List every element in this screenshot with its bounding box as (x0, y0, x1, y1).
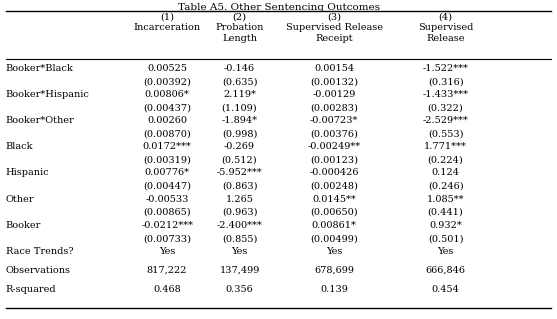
Text: (4)
Supervised
Release: (4) Supervised Release (418, 13, 473, 42)
Text: -1.894*: -1.894* (222, 116, 257, 125)
Text: (0.00376): (0.00376) (310, 130, 358, 138)
Text: Booker*Other: Booker*Other (6, 116, 74, 125)
Text: R-squared: R-squared (6, 285, 56, 294)
Text: Booker: Booker (6, 221, 41, 230)
Text: -1.433***: -1.433*** (423, 90, 468, 99)
Text: 0.0172***: 0.0172*** (143, 142, 192, 151)
Text: (0.512): (0.512) (222, 156, 257, 165)
Text: (0.553): (0.553) (428, 130, 463, 138)
Text: Booker*Black: Booker*Black (6, 64, 74, 73)
Text: 1.771***: 1.771*** (424, 142, 467, 151)
Text: (1)
Incarceration: (1) Incarceration (134, 13, 201, 32)
Text: (0.00650): (0.00650) (310, 208, 358, 217)
Text: (0.00319): (0.00319) (143, 156, 191, 165)
Text: (0.00283): (0.00283) (310, 103, 358, 112)
Text: Table A5. Other Sentencing Outcomes: Table A5. Other Sentencing Outcomes (178, 3, 379, 12)
Text: -0.00249**: -0.00249** (307, 142, 361, 151)
Text: 0.356: 0.356 (226, 285, 253, 294)
Text: (0.322): (0.322) (428, 103, 463, 112)
Text: 0.00861*: 0.00861* (312, 221, 356, 230)
Text: (0.998): (0.998) (222, 130, 257, 138)
Text: (2)
Probation
Length: (2) Probation Length (216, 13, 263, 42)
Text: (0.00132): (0.00132) (310, 77, 358, 86)
Text: -0.00533: -0.00533 (145, 195, 189, 204)
Text: 666,846: 666,846 (426, 266, 466, 275)
Text: -0.0212***: -0.0212*** (141, 221, 193, 230)
Text: -2.400***: -2.400*** (217, 221, 262, 230)
Text: Yes: Yes (326, 247, 343, 256)
Text: 678,699: 678,699 (314, 266, 354, 275)
Text: (0.00248): (0.00248) (310, 182, 358, 191)
Text: Observations: Observations (6, 266, 71, 275)
Text: (0.855): (0.855) (222, 234, 257, 243)
Text: Yes: Yes (159, 247, 175, 256)
Text: 1.085**: 1.085** (427, 195, 465, 204)
Text: 137,499: 137,499 (219, 266, 260, 275)
Text: (0.316): (0.316) (428, 77, 463, 86)
Text: -1.522***: -1.522*** (423, 64, 468, 73)
Text: -5.952***: -5.952*** (217, 168, 262, 177)
Text: Yes: Yes (231, 247, 248, 256)
Text: -0.146: -0.146 (224, 64, 255, 73)
Text: Black: Black (6, 142, 33, 151)
Text: Booker*Hispanic: Booker*Hispanic (6, 90, 90, 99)
Text: (0.963): (0.963) (222, 208, 257, 217)
Text: (1.109): (1.109) (222, 103, 257, 112)
Text: (3)
Supervised Release
Receipt: (3) Supervised Release Receipt (286, 13, 383, 42)
Text: 2.119*: 2.119* (223, 90, 256, 99)
Text: 0.124: 0.124 (432, 168, 460, 177)
Text: 0.00806*: 0.00806* (145, 90, 189, 99)
Text: 0.454: 0.454 (432, 285, 460, 294)
Text: 0.0145**: 0.0145** (312, 195, 356, 204)
Text: (0.00447): (0.00447) (143, 182, 191, 191)
Text: 0.932*: 0.932* (429, 221, 462, 230)
Text: 0.139: 0.139 (320, 285, 348, 294)
Text: (0.00437): (0.00437) (143, 103, 191, 112)
Text: 1.265: 1.265 (226, 195, 253, 204)
Text: -0.00723*: -0.00723* (310, 116, 358, 125)
Text: -2.529***: -2.529*** (423, 116, 468, 125)
Text: (0.00865): (0.00865) (143, 208, 191, 217)
Text: -0.000426: -0.000426 (310, 168, 359, 177)
Text: 0.468: 0.468 (153, 285, 181, 294)
Text: Hispanic: Hispanic (6, 168, 49, 177)
Text: 0.00154: 0.00154 (314, 64, 354, 73)
Text: (0.441): (0.441) (428, 208, 463, 217)
Text: (0.635): (0.635) (222, 77, 257, 86)
Text: (0.00123): (0.00123) (310, 156, 358, 165)
Text: (0.00733): (0.00733) (143, 234, 191, 243)
Text: (0.501): (0.501) (428, 234, 463, 243)
Text: Yes: Yes (437, 247, 454, 256)
Text: 0.00260: 0.00260 (147, 116, 187, 125)
Text: (0.224): (0.224) (428, 156, 463, 165)
Text: (0.00392): (0.00392) (143, 77, 191, 86)
Text: 0.00776*: 0.00776* (145, 168, 189, 177)
Text: -0.269: -0.269 (224, 142, 255, 151)
Text: 817,222: 817,222 (147, 266, 187, 275)
Text: Race Trends?: Race Trends? (6, 247, 73, 256)
Text: 0.00525: 0.00525 (147, 64, 187, 73)
Text: (0.246): (0.246) (428, 182, 463, 191)
Text: Other: Other (6, 195, 34, 204)
Text: -0.00129: -0.00129 (312, 90, 356, 99)
Text: (0.00870): (0.00870) (143, 130, 191, 138)
Text: (0.00499): (0.00499) (310, 234, 358, 243)
Text: (0.863): (0.863) (222, 182, 257, 191)
